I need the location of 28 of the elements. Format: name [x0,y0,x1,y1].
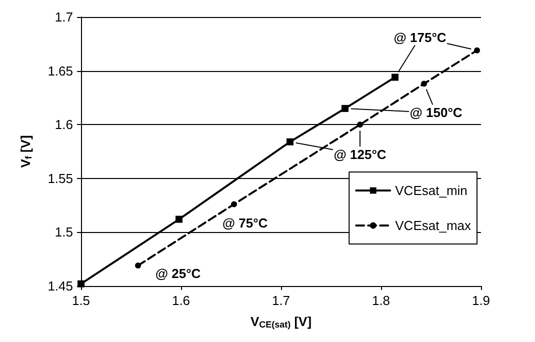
point [357,122,363,128]
y-tick-label: 1.55 [48,170,73,186]
point [176,216,182,223]
point [135,262,141,269]
y-axis-title: Vf [V] [18,135,34,168]
annotation: @ 125°C [334,147,387,162]
x-tick-label: 1.7 [272,293,290,308]
x-tick-label: 1.5 [72,293,90,308]
annotation: @ 150°C [410,105,463,120]
x-tick-label: 1.6 [172,293,190,308]
point [392,74,398,81]
legend-label: VCEsat_min [395,183,468,198]
x-tick-label: 1.9 [472,293,490,308]
y-tick-label: 1.65 [48,63,73,78]
y-tick-label: 1.6 [54,117,73,132]
annotation: @ 25°C [155,266,202,282]
point [231,201,237,208]
annotation: @ 75°C [222,216,268,231]
point [474,47,480,54]
legend-label: VCEsat_max [395,218,472,233]
point [342,104,348,112]
y-tick-label: 1.45 [48,278,73,294]
annotation: @ 175°C [394,30,447,45]
point [286,138,294,146]
y-tick-label: 1.7 [54,10,73,24]
y-tick-label: 1.5 [54,224,73,240]
x-tick-label: 1.8 [372,293,390,308]
point [421,80,427,87]
